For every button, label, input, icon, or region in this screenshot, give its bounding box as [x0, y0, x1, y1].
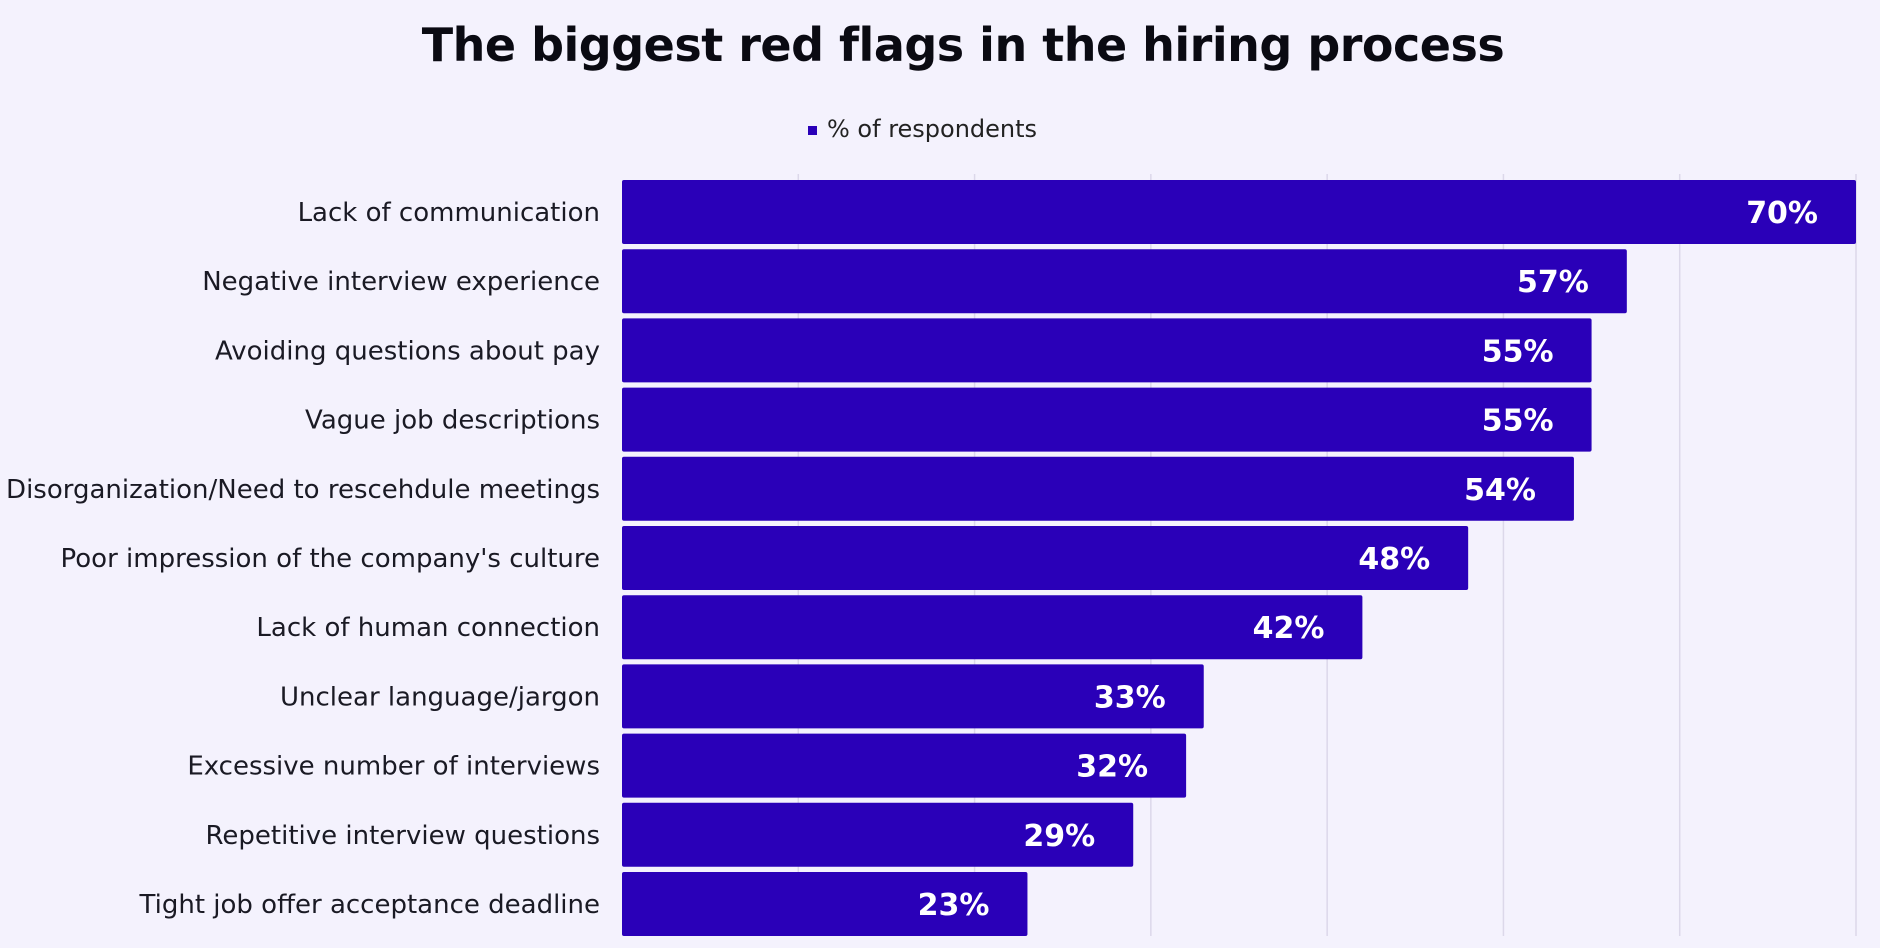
bar — [622, 526, 1469, 590]
value-label: 55% — [1482, 404, 1554, 439]
category-label: Tight job offer acceptance deadline — [139, 890, 600, 920]
value-label: 57% — [1517, 265, 1589, 300]
category-label: Repetitive interview questions — [206, 821, 600, 851]
legend: % of respondents — [808, 114, 1037, 144]
bar — [622, 872, 1028, 936]
category-labels: Lack of communication Negative interview … — [6, 198, 600, 920]
value-label: 42% — [1253, 611, 1325, 646]
category-label: Negative interview experience — [202, 267, 600, 297]
bar — [622, 387, 1592, 452]
category-label: Unclear language/jargon — [280, 682, 600, 712]
bar — [622, 456, 1574, 521]
legend-label: % of respondents — [827, 115, 1038, 143]
legend-swatch — [808, 126, 817, 135]
bar — [622, 180, 1856, 244]
value-label: 55% — [1482, 334, 1554, 369]
value-label: 33% — [1094, 680, 1166, 715]
category-label: Lack of human connection — [256, 613, 600, 643]
category-label: Vague job descriptions — [305, 406, 600, 436]
value-label: 23% — [918, 888, 990, 923]
category-label: Disorganization/Need to rescehdule meeti… — [6, 475, 600, 505]
bar — [622, 664, 1204, 729]
value-label: 54% — [1464, 473, 1536, 508]
value-label: 48% — [1358, 542, 1430, 577]
chart-title: The biggest red flags in the hiring proc… — [421, 18, 1505, 72]
category-label: Poor impression of the company's culture — [61, 544, 601, 574]
category-label: Excessive number of interviews — [187, 752, 600, 782]
bar — [622, 249, 1627, 314]
value-labels: 70% 57% 55% 55% 54% 48% 42% 33% 32% 29% 23% — [918, 196, 1818, 923]
category-label: Lack of communication — [298, 198, 600, 228]
category-label: Avoiding questions about pay — [215, 336, 600, 366]
value-label: 32% — [1076, 750, 1148, 785]
value-label: 70% — [1746, 196, 1818, 231]
bar — [622, 802, 1134, 867]
value-label: 29% — [1023, 819, 1095, 854]
bar — [622, 595, 1363, 660]
bar — [622, 318, 1592, 383]
bar — [622, 733, 1187, 798]
bars — [622, 180, 1856, 936]
